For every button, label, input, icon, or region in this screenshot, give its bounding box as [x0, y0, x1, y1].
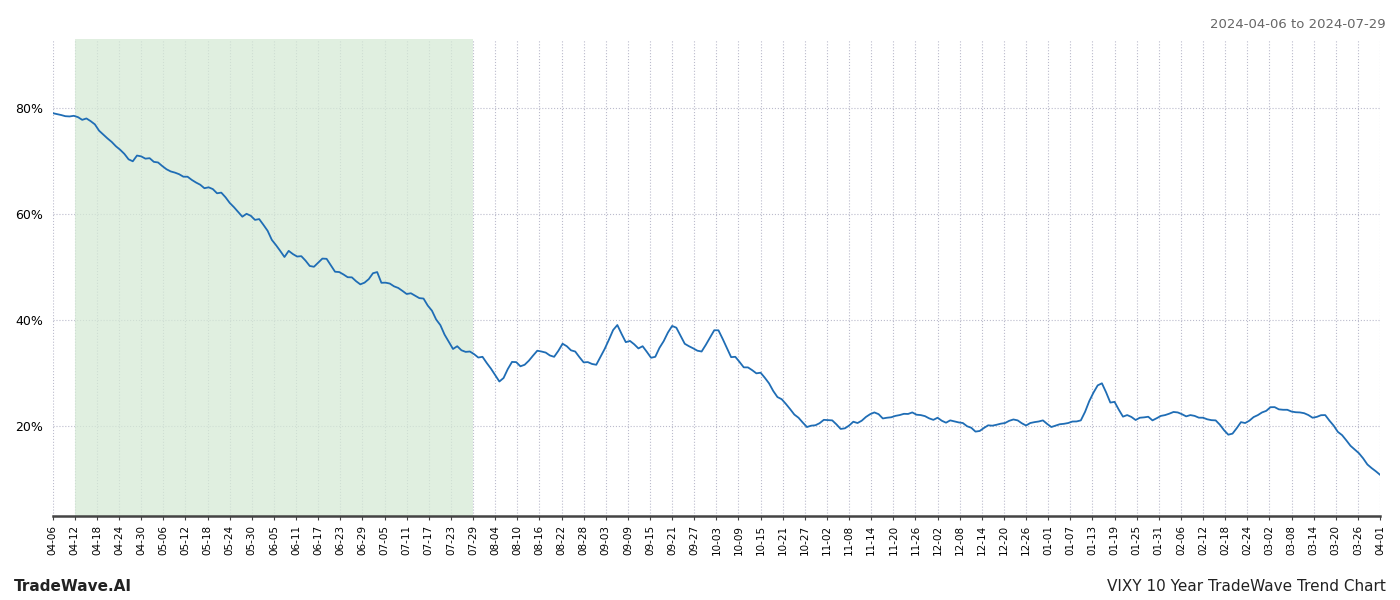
Text: TradeWave.AI: TradeWave.AI: [14, 579, 132, 594]
Bar: [74, 39, 473, 516]
Text: 2024-04-06 to 2024-07-29: 2024-04-06 to 2024-07-29: [1211, 18, 1386, 31]
Text: VIXY 10 Year TradeWave Trend Chart: VIXY 10 Year TradeWave Trend Chart: [1107, 579, 1386, 594]
